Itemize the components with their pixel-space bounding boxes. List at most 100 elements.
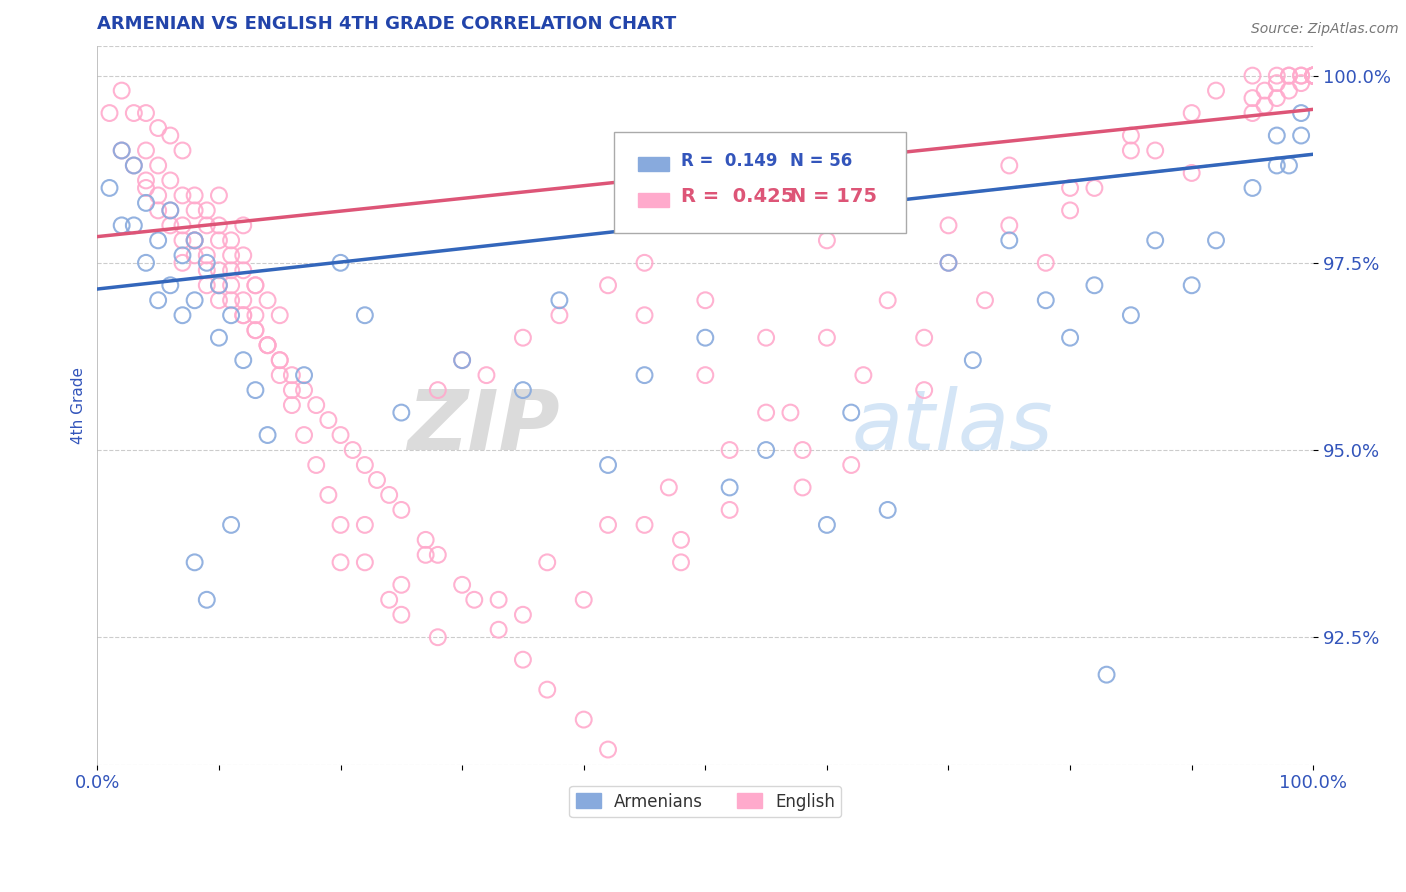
Point	[195, 256, 218, 270]
Point	[269, 308, 291, 322]
Point	[1035, 293, 1057, 308]
Point	[269, 353, 291, 368]
Point	[208, 188, 231, 202]
Point	[1278, 159, 1301, 173]
Point	[122, 159, 145, 173]
Point	[876, 503, 898, 517]
Point	[172, 219, 194, 233]
Text: R =  0.149: R = 0.149	[681, 152, 778, 169]
Point	[281, 383, 304, 397]
Point	[245, 278, 267, 293]
Point	[815, 233, 838, 247]
Point	[1302, 69, 1324, 83]
Point	[219, 278, 242, 293]
Point	[876, 293, 898, 308]
Point	[135, 144, 157, 158]
Point	[232, 219, 254, 233]
Point	[135, 106, 157, 120]
Point	[122, 219, 145, 233]
Point	[111, 219, 134, 233]
Point	[669, 555, 692, 569]
Point	[183, 233, 205, 247]
Point	[159, 128, 181, 143]
Point	[305, 398, 328, 412]
Point	[378, 488, 401, 502]
Point	[366, 473, 388, 487]
Point	[815, 517, 838, 532]
Point	[536, 682, 558, 697]
Point	[208, 263, 231, 277]
Point	[305, 458, 328, 472]
Point	[208, 293, 231, 308]
Point	[415, 548, 437, 562]
Y-axis label: 4th Grade: 4th Grade	[72, 367, 86, 443]
Point	[852, 368, 875, 383]
Point	[1205, 233, 1227, 247]
Point	[389, 607, 412, 622]
Point	[256, 338, 278, 352]
Point	[718, 480, 741, 494]
Text: N = 56: N = 56	[790, 152, 852, 169]
Point	[318, 413, 340, 427]
Point	[269, 368, 291, 383]
Point	[779, 406, 801, 420]
Point	[146, 188, 169, 202]
Point	[974, 293, 997, 308]
Point	[1302, 69, 1324, 83]
Point	[146, 293, 169, 308]
Point	[1144, 144, 1167, 158]
Point	[329, 517, 352, 532]
Point	[208, 278, 231, 293]
Point	[256, 338, 278, 352]
Point	[998, 159, 1021, 173]
Point	[548, 308, 571, 322]
Point	[245, 308, 267, 322]
Point	[1302, 69, 1324, 83]
Point	[451, 353, 474, 368]
Point	[256, 428, 278, 442]
Point	[1205, 84, 1227, 98]
Point	[389, 406, 412, 420]
Point	[998, 233, 1021, 247]
Text: N = 175: N = 175	[790, 187, 877, 206]
Point	[135, 173, 157, 187]
Point	[1289, 128, 1312, 143]
Point	[912, 383, 935, 397]
Point	[1278, 69, 1301, 83]
Point	[1059, 181, 1081, 195]
Point	[633, 517, 655, 532]
Text: Source: ZipAtlas.com: Source: ZipAtlas.com	[1251, 22, 1399, 37]
Point	[1059, 203, 1081, 218]
Point	[1289, 106, 1312, 120]
Point	[1265, 91, 1288, 105]
Point	[195, 263, 218, 277]
Point	[183, 555, 205, 569]
Point	[1144, 233, 1167, 247]
Point	[111, 144, 134, 158]
Point	[1253, 98, 1275, 112]
Point	[718, 503, 741, 517]
Point	[536, 555, 558, 569]
Point	[353, 517, 375, 532]
Text: atlas: atlas	[851, 386, 1053, 467]
Point	[232, 263, 254, 277]
Point	[415, 533, 437, 547]
Point	[1302, 69, 1324, 83]
Point	[245, 323, 267, 337]
Point	[695, 293, 717, 308]
Point	[219, 248, 242, 262]
Point	[232, 293, 254, 308]
Point	[111, 84, 134, 98]
Point	[159, 219, 181, 233]
Point	[512, 331, 534, 345]
Point	[426, 630, 449, 644]
Point	[1241, 181, 1264, 195]
Point	[1181, 278, 1204, 293]
Point	[318, 488, 340, 502]
Point	[232, 308, 254, 322]
Point	[658, 480, 681, 494]
Point	[1302, 69, 1324, 83]
Point	[98, 106, 121, 120]
Point	[172, 233, 194, 247]
Point	[1289, 69, 1312, 83]
